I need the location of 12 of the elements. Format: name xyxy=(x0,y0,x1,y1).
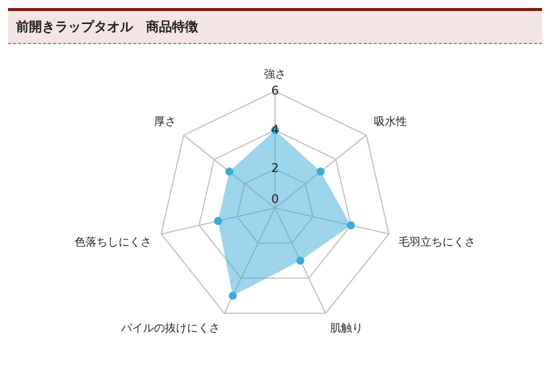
spoke-label: 厚さ xyxy=(154,115,176,128)
spoke-label: パイルの抜けにくさ xyxy=(120,322,220,335)
y-tick-label: 6 xyxy=(271,83,279,98)
y-tick-label: 0 xyxy=(271,192,279,206)
y-tick-label: 4 xyxy=(271,122,279,136)
spoke-label: 毛羽立ちにくさ xyxy=(398,236,476,249)
spoke-label: 色落ちしにくさ xyxy=(74,236,152,249)
spoke-label: 肌触り xyxy=(330,322,364,335)
chart-title: 前開きラップタオル 商品特徴 xyxy=(8,8,542,44)
spoke-label: 強さ xyxy=(264,67,286,80)
y-tick-label: 2 xyxy=(271,161,279,176)
spoke-label: 吸水性 xyxy=(374,115,408,128)
